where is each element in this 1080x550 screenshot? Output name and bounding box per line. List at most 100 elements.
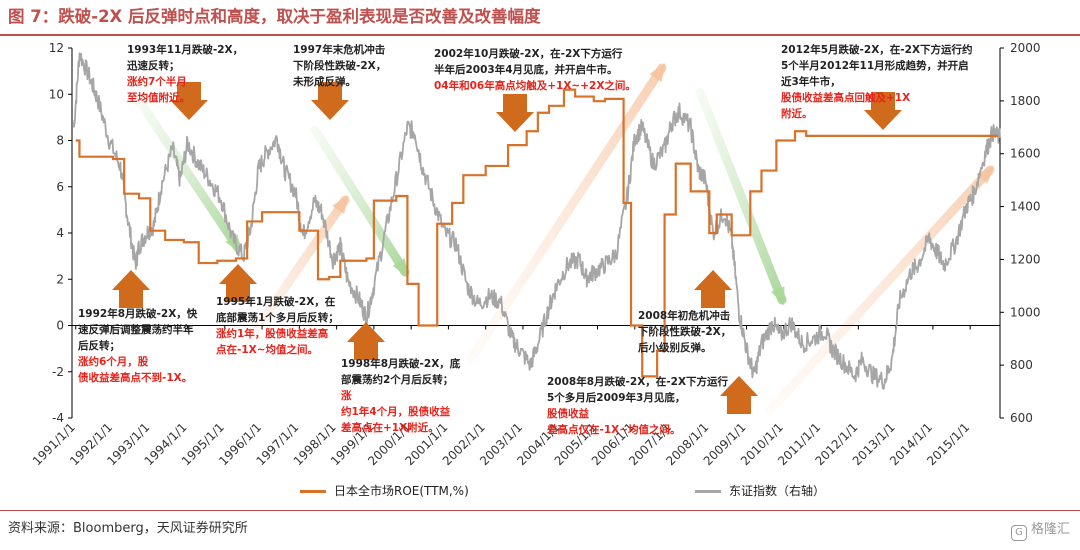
annotation-line: 后小级别反弹。 [638,342,712,354]
annotation-line: 2008年初危机冲击 [638,310,731,322]
annotation-highlight-line: 差高点仅在-1X~均值之间。 [547,424,681,436]
y-left-tick-label: 6 [56,180,64,194]
legend-label-index: 东证指数（右轴） [729,484,826,498]
annotation-highlight-line: 涨约6个月，股 [78,356,149,368]
annotation-line: 2002年10月跌破-2X，在-2X下方运行 [434,48,623,60]
annotation-highlight-line: 股债收益 [547,408,589,420]
page-title: 图 7：跌破-2X 后反弹时点和高度，取决于盈利表现是否改善及改善幅度 [8,7,541,26]
trend-arrow-up-3-shaft [765,165,995,415]
chart-area: -4 -2 0 2 4 6 8 10 12 600 800 1000 1200 1400 1600 1800 2… [30,41,1041,468]
marker-arrow-down-2012 [864,92,902,130]
annotation-line: 1995年1月跌破-2X，在 [216,296,336,308]
legend-item-roe: 日本全市场ROE(TTM,%) [300,481,469,501]
series-roe-line [75,88,999,378]
watermark-logo-icon: G [1010,525,1027,541]
annotation-ann-1993-11: 1993年11月跌破-2X， 迅速反转； 涨约7个半月 至均值附近。 [127,42,243,106]
annotation-highlight-line: 股债收益差高点回触及+1X [781,92,911,104]
annotation-line: 部震荡约2个月后反转； [341,374,454,386]
annotation-highlight-line: 点在-1X~均值之间。 [216,344,319,356]
annotation-line: 迅速反转； [127,60,180,72]
legend-swatch-roe [300,490,326,493]
marker-arrow-up-1995 [219,264,257,302]
trend-arrow-down-2-head [392,258,409,278]
y-right-tick-label: 1400 [1010,200,1041,214]
marker-arrow-up-2008-early [694,270,732,308]
annotation-highlight-line: 至均值附近。 [127,92,190,104]
annotation-highlight-line: 差高点在+1X附近。 [341,422,439,434]
annotation-highlight-line: 约1年4个月，股债收益 [341,406,451,418]
annotation-line: 近3年牛市， [781,76,841,88]
annotation-line: 未形成反弹。 [293,76,356,88]
annotation-ann-2002-10: 2002年10月跌破-2X，在-2X下方运行 半年后2003年4月见底，并开启牛市… [434,46,636,94]
annotation-ann-2008-early: 2008年初危机冲击 下阶段性跌破-2X， 后小级别反弹。 [638,308,731,356]
annotation-ann-2008-08: 2008年8月跌破-2X，在-2X下方运行 5个多月后2009年3月见底， 股债收益… [547,374,728,438]
trend-arrow-down-1-shaft [135,97,243,253]
annotation-line: 2008年8月跌破-2X，在-2X下方运行 [547,376,729,388]
annotation-ann-1992-08: 1992年8月跌破-2X，快 速反弹后调整震荡约半年 后反转； 涨约6个月，股 债收益差… [78,306,197,386]
annotation-highlight-line: 债收益差高点不到-1X。 [78,372,193,384]
y-right-tick-label: 1200 [1010,252,1041,266]
annotation-line: 1997年末危机冲击 [293,44,386,56]
y-left-tick-label: 4 [56,226,64,240]
trend-arrow-up-1-head [649,62,666,82]
trend-arrow-down-2 [310,125,410,278]
watermark: G 格隆汇 [1010,518,1070,541]
marker-arrow-down-1997 [311,82,349,120]
y-right-tick-label: 800 [1010,358,1033,372]
marker-arrow-up-2008-08 [720,376,758,414]
legend-swatch-index [695,490,721,493]
trend-arrow-down-3-head [770,286,785,306]
legend-item-index: 东证指数（右轴） [695,481,825,501]
source-note: 资料来源：Bloomberg，天风证券研究所 [8,521,248,536]
annotation-ann-2012-05: 2012年5月跌破-2X，在-2X下方运行约 5个半月2012年11月形成趋势，并… [781,42,973,122]
trend-arrow-down-3 [695,87,787,306]
y-left-tick-label: 12 [49,41,64,55]
footer-rule [0,510,1080,511]
marker-arrows [112,82,902,414]
watermark-text: 格隆汇 [1030,522,1070,537]
y-left-tick-label: 10 [49,87,64,101]
trend-arrow-up-1-shaft [465,63,667,365]
annotation-line: 1998年8月跌破-2X，底 [341,358,461,370]
y-left-tick-label: 8 [56,134,64,148]
annotation-line: 下阶段性跌破-2X， [293,60,387,72]
annotation-line: 速反弹后调整震荡约半年 [78,324,194,336]
annotation-ann-1998-08: 1998年8月跌破-2X，底 部震荡约2个月后反转； 涨约1年4个月，股债收益 差高点… [341,356,460,436]
legend: 日本全市场ROE(TTM,%) 东证指数（右轴） [0,481,1080,501]
trend-arrow-up-3-head [976,165,995,184]
annotation-line: 半年后2003年4月见底，并开启牛市。 [434,64,618,76]
annotation-ann-1995-01: 1995年1月跌破-2X，在 底部震荡1个多月后反转； 涨约1年，股债收益差高 点在-… [216,294,339,358]
legend-label-roe: 日本全市场ROE(TTM,%) [334,484,469,498]
annotation-line: 后反转； [78,340,120,352]
annotation-highlight-line: 涨约7个半月 [127,76,187,88]
annotation-line: 5个半月2012年11月形成趋势，并开启 [781,60,969,72]
trend-arrow-up-3 [765,165,995,415]
annotation-line: 1993年11月跌破-2X， [127,44,244,56]
trend-arrow-down-2-shaft [310,125,410,277]
y-right-tick-label: 1000 [1010,305,1041,319]
y-left-tick-label: -2 [52,365,64,379]
trend-arrow-down-3-shaft [695,87,787,305]
annotation-line: 5个多月后2009年3月见底， [547,392,686,404]
annotation-line: 下阶段性跌破-2X， [638,326,732,338]
marker-arrow-down-2002 [496,94,534,132]
y-left-tick-label: -4 [52,411,64,425]
y-right-tick-label: 1600 [1010,147,1041,161]
trend-arrow-up-2-head [332,195,349,214]
series-index-line [73,52,1001,390]
annotation-highlight-line: 附近。 [781,108,813,120]
annotation-line: 底部震荡1个多月后反转； [216,312,339,324]
trend-arrow-up-1 [465,62,667,365]
y-right-tick-label: 1800 [1010,94,1041,108]
annotation-highlight-line: 04年和06年高点均触及+1X~+2X之间。 [434,80,636,92]
marker-arrow-up-1998 [347,322,385,360]
marker-arrow-up-1992 [112,270,150,308]
y-right-tick-label: 2000 [1010,41,1041,55]
y-left-tick-label: 2 [56,272,64,286]
trend-arrows-background [135,62,995,415]
trend-arrow-up-2-shaft [233,195,350,361]
y-left-tick-label: 0 [56,319,64,333]
series-layer [73,52,1001,390]
title-rule [0,34,1080,36]
annotation-highlight-line: 涨 [341,390,352,402]
